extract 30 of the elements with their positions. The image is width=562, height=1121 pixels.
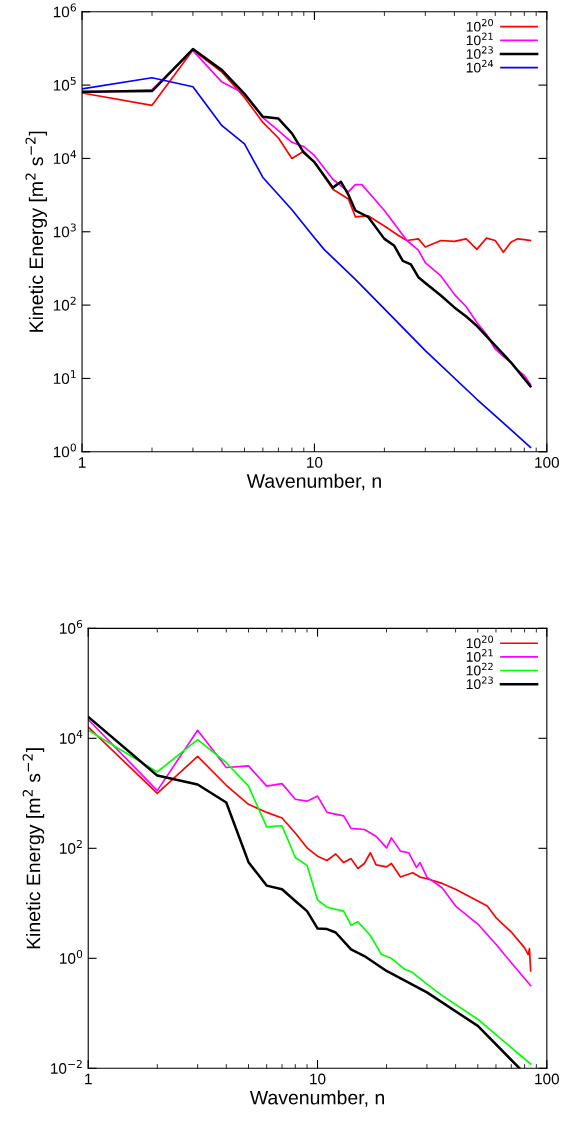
legend-label: 10$^{20}$	[466, 635, 494, 649]
legend-label: 10$^{23}$	[466, 676, 493, 690]
x-tick-label: 10	[307, 457, 323, 468]
legend-label: 10$^{23}$	[466, 46, 493, 59]
y-tick-label: 10$^{−2}$	[51, 1059, 82, 1074]
y-tick-label: 10$^{5}$	[53, 76, 76, 91]
y-tick-label: 10$^{3}$	[53, 223, 76, 238]
y-tick-label: 10$^{6}$	[60, 619, 83, 634]
x-tick-label: 1	[85, 1073, 92, 1085]
legend-label: 10$^{22}$	[466, 662, 493, 676]
y-tick-label: 10$^{0}$	[53, 443, 76, 458]
y-tick-label: 10$^{0}$	[60, 949, 83, 964]
legend-label: 10$^{24}$	[466, 59, 494, 73]
y-axis-title: Kinetic Energy [m$^{2}$ s$^{−2}$]	[25, 131, 47, 332]
x-axis-title: Wavenumber, n	[249, 1090, 384, 1107]
y-tick-label: 10$^{2}$	[53, 296, 76, 311]
y-tick-label: 10$^{4}$	[60, 730, 83, 744]
x-tick-label: 100	[535, 1073, 559, 1085]
legend-label: 10$^{21}$	[466, 32, 493, 46]
y-tick-label: 10$^{6}$	[53, 3, 77, 18]
y-tick-label: 10$^{2}$	[60, 839, 82, 854]
y-tick-label: 10$^{1}$	[53, 370, 76, 385]
x-tick-label: 1	[78, 457, 86, 468]
y-tick-label: 10$^{4}$	[53, 150, 77, 165]
y-axis-title: Kinetic Energy [m$^{2}$ s$^{−2}$]	[22, 748, 45, 949]
x-axis-title: Wavenumber, n	[246, 473, 381, 491]
legend-label: 10$^{21}$	[466, 649, 493, 662]
x-tick-label: 10	[310, 1073, 326, 1085]
legend-label: 10$^{20}$	[466, 18, 494, 32]
x-tick-label: 100	[535, 457, 559, 468]
